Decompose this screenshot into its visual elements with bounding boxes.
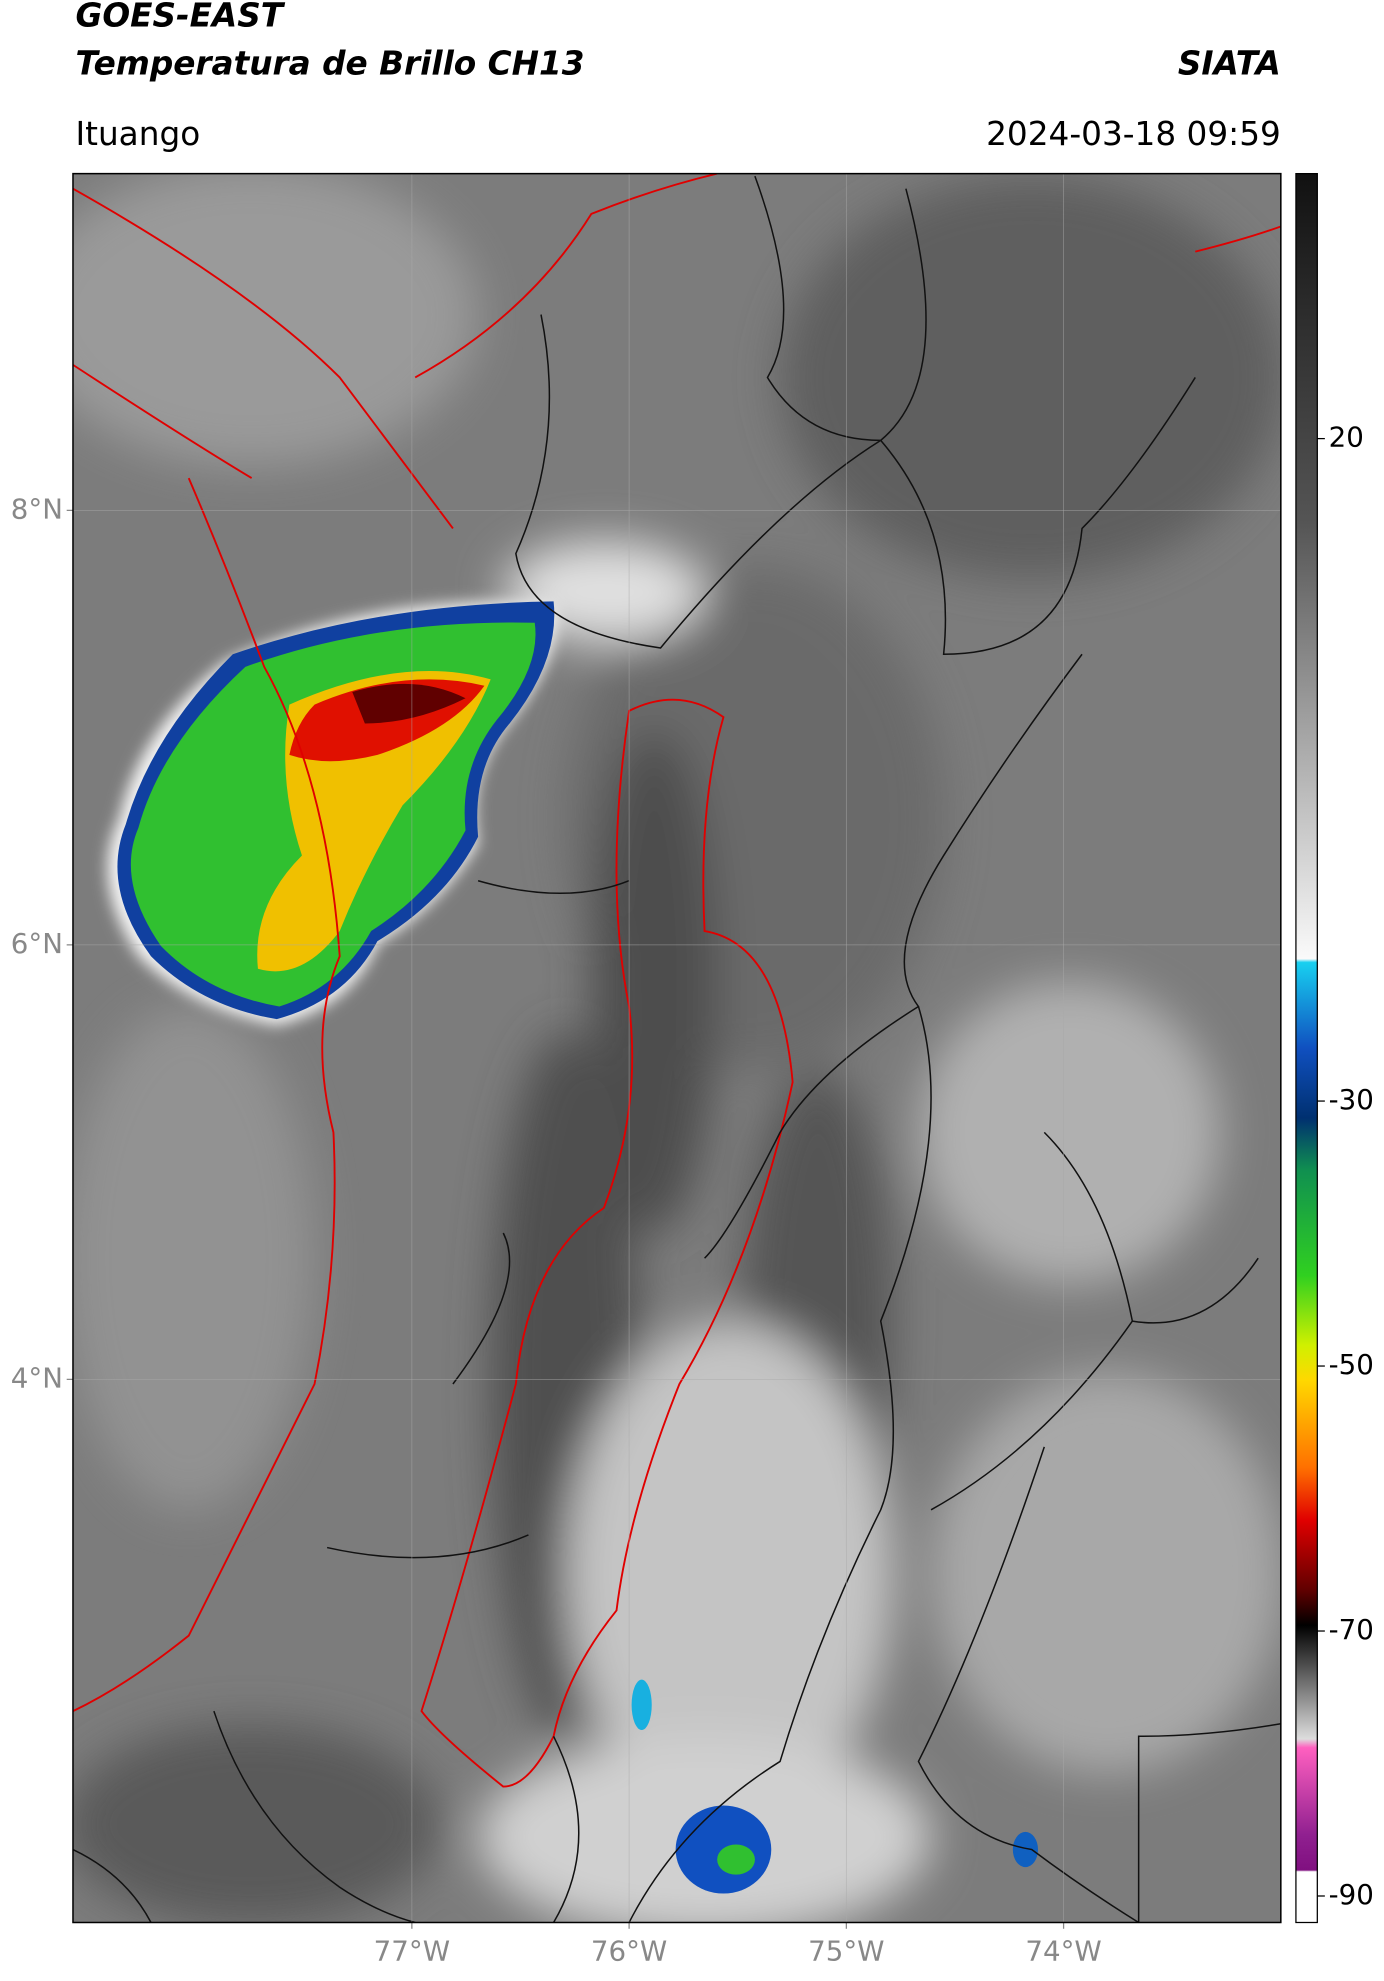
location: Ituango [75, 115, 200, 153]
datetime: 2024-03-18 09:59 [986, 115, 1281, 153]
colorbar-tick-label: -90 [1329, 1878, 1374, 1911]
y-tick-label: 8°N [11, 492, 63, 525]
title: GOES-EAST [75, 0, 285, 35]
boundaries [72, 173, 1281, 1923]
source: SIATA [1178, 44, 1281, 82]
y-tick-label: 6°N [11, 927, 63, 960]
x-tick-label: 77°W [374, 1935, 450, 1968]
colorbar-tick-label: -30 [1329, 1083, 1374, 1116]
subtitle: Temperatura de Brillo CH13 [75, 44, 584, 82]
map-frame [72, 172, 1282, 1924]
x-tick-label: 74°W [1025, 1935, 1101, 1968]
colorbar-ticks: 20 -30 -50 -70 -90 [1317, 421, 1374, 1911]
graticule: 77°W 76°W 75°W 74°W 8°N 6°N 4°N [11, 173, 1281, 1968]
x-tick-label: 75°W [808, 1935, 884, 1968]
colorbar [1295, 172, 1318, 1924]
colorbar-tick-label: -50 [1329, 1348, 1374, 1381]
satellite-image [72, 173, 1281, 1923]
colorbar-tick-label: 20 [1329, 421, 1364, 454]
x-tick-label: 76°W [591, 1935, 667, 1968]
colorbar-tick-label: -70 [1329, 1613, 1374, 1646]
y-tick-label: 4°N [11, 1361, 63, 1394]
